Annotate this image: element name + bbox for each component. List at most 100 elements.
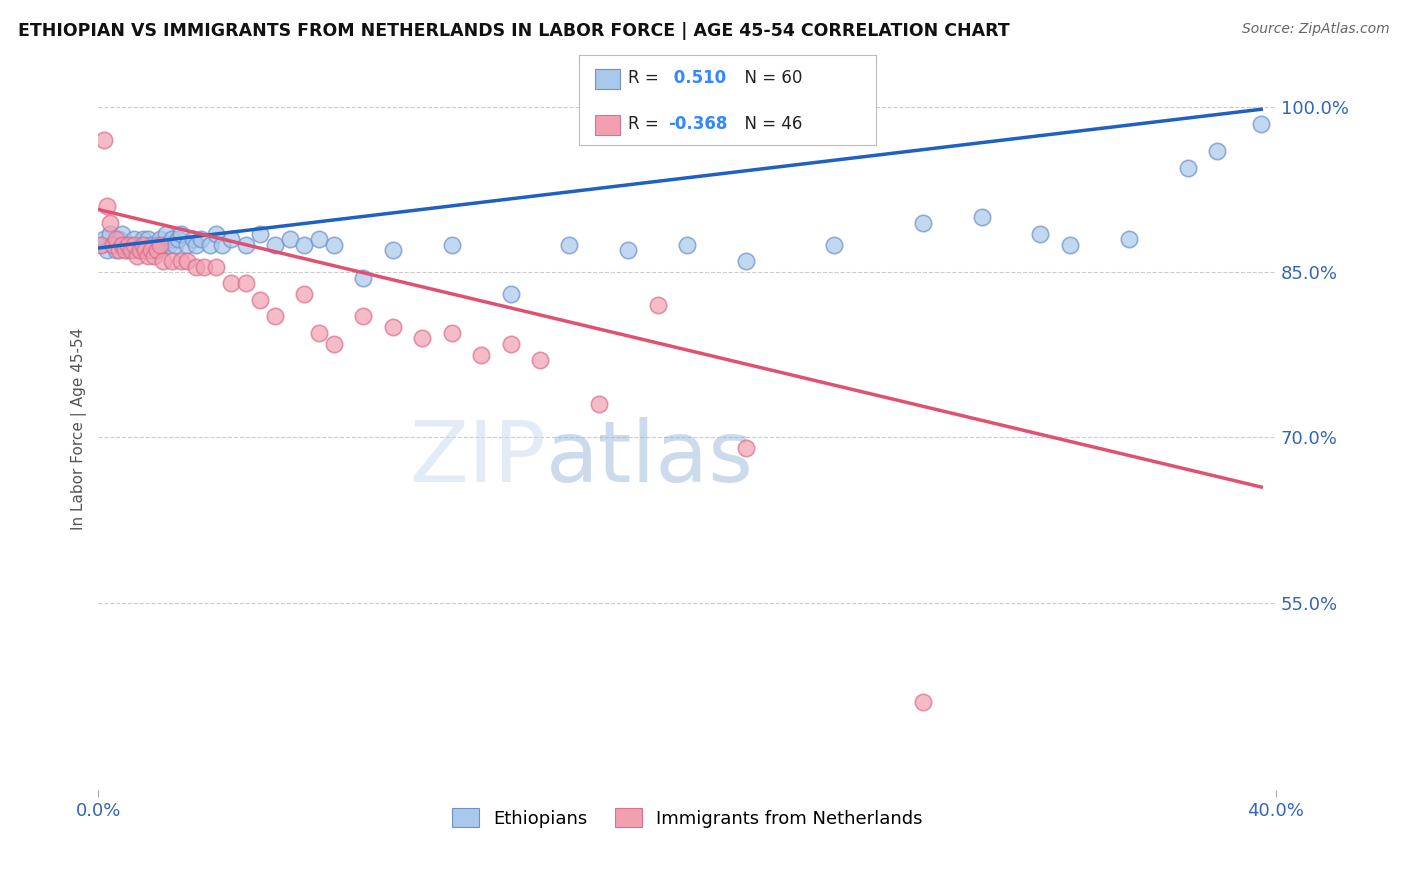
Point [101, 237, 124, 252]
Point [125, 244, 148, 258]
Point [735, 442, 758, 456]
Point [166, 232, 188, 246]
Point [128, 237, 150, 252]
Point [322, 336, 344, 351]
Point [96, 199, 118, 213]
Point [98, 227, 121, 241]
Point [143, 244, 166, 258]
Legend: Ethiopians, Immigrants from Netherlands: Ethiopians, Immigrants from Netherlands [444, 801, 929, 835]
Point [160, 232, 183, 246]
Point [90, 237, 112, 252]
Point [249, 227, 271, 241]
Point [108, 244, 131, 258]
Point [122, 237, 145, 252]
Point [308, 232, 330, 246]
Point [381, 320, 404, 334]
Point [184, 237, 207, 252]
Point [1206, 144, 1229, 158]
Point [529, 353, 551, 368]
Point [264, 310, 287, 324]
Point [131, 237, 153, 252]
Point [170, 254, 193, 268]
Point [146, 237, 169, 252]
Point [470, 348, 492, 362]
Point [219, 277, 242, 291]
Point [117, 237, 139, 252]
Point [647, 298, 669, 312]
Text: R =: R = [628, 69, 665, 87]
Point [184, 260, 207, 274]
Point [294, 287, 316, 301]
Point [588, 397, 610, 411]
Point [617, 244, 640, 258]
Point [149, 232, 172, 246]
Point [1029, 227, 1052, 241]
Point [499, 287, 522, 301]
Point [108, 232, 131, 246]
Point [278, 232, 301, 246]
Point [138, 249, 160, 263]
Point [200, 237, 222, 252]
Point [676, 237, 699, 252]
Point [152, 237, 174, 252]
Point [1250, 117, 1272, 131]
Point [111, 227, 134, 241]
Point [96, 244, 118, 258]
Text: Source: ZipAtlas.com: Source: ZipAtlas.com [1241, 22, 1389, 37]
Text: ZIP: ZIP [409, 417, 546, 500]
Point [120, 237, 142, 252]
Point [114, 244, 136, 258]
Point [440, 326, 463, 340]
Point [249, 293, 271, 307]
Point [970, 211, 993, 225]
Point [117, 244, 139, 258]
Y-axis label: In Labor Force | Age 45-54: In Labor Force | Age 45-54 [72, 328, 87, 531]
Point [105, 244, 128, 258]
Point [1177, 161, 1199, 175]
Point [114, 237, 136, 252]
Point [205, 227, 228, 241]
Point [352, 270, 374, 285]
Point [163, 237, 186, 252]
Text: -0.368: -0.368 [668, 115, 727, 133]
Point [235, 237, 257, 252]
Point [911, 216, 934, 230]
Point [155, 227, 177, 241]
Point [101, 237, 124, 252]
Point [141, 237, 163, 252]
Point [152, 254, 174, 268]
Point [157, 237, 180, 252]
Point [211, 237, 233, 252]
Text: N = 60: N = 60 [734, 69, 803, 87]
Point [381, 244, 404, 258]
Point [308, 326, 330, 340]
Text: ETHIOPIAN VS IMMIGRANTS FROM NETHERLANDS IN LABOR FORCE | AGE 45-54 CORRELATION : ETHIOPIAN VS IMMIGRANTS FROM NETHERLANDS… [18, 22, 1010, 40]
Point [93, 232, 115, 246]
Point [294, 237, 316, 252]
Point [1118, 232, 1140, 246]
Point [125, 249, 148, 263]
Text: atlas: atlas [546, 417, 754, 500]
Point [93, 133, 115, 147]
Point [193, 260, 215, 274]
Point [219, 232, 242, 246]
Text: N = 46: N = 46 [734, 115, 803, 133]
Point [181, 232, 204, 246]
Point [90, 237, 112, 252]
Text: R =: R = [628, 115, 665, 133]
Point [911, 695, 934, 709]
Point [190, 232, 212, 246]
Point [146, 244, 169, 258]
Point [558, 237, 581, 252]
Point [120, 244, 142, 258]
Point [170, 227, 193, 241]
Point [143, 249, 166, 263]
Point [98, 216, 121, 230]
Point [149, 237, 172, 252]
Point [138, 232, 160, 246]
Point [352, 310, 374, 324]
Point [205, 260, 228, 274]
Point [235, 277, 257, 291]
Point [440, 237, 463, 252]
Point [823, 237, 845, 252]
